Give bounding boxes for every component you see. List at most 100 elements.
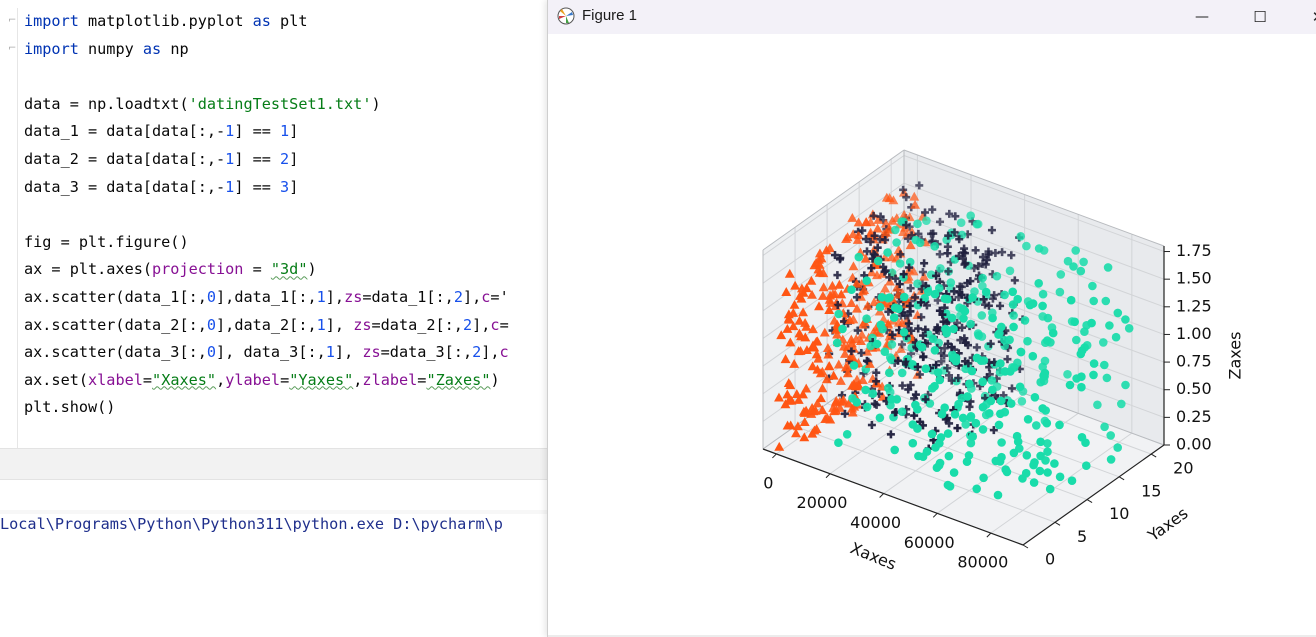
x-tick: [879, 493, 884, 498]
minimize-button[interactable]: —: [1173, 0, 1231, 34]
triangle-point: [816, 253, 827, 263]
circle-point: [875, 413, 885, 423]
code-token: ,: [216, 370, 226, 389]
circle-point: [943, 294, 952, 304]
axes-panes: [763, 150, 1164, 545]
circle-point: [883, 248, 892, 257]
triangle-point: [814, 259, 825, 269]
x-axis-label: Xaxes: [848, 538, 900, 574]
code-token: ],: [481, 343, 500, 362]
circle-point: [1013, 294, 1022, 304]
fold-icon[interactable]: ⌐: [8, 15, 17, 26]
triangle-point: [860, 253, 871, 263]
data-points: [774, 181, 1134, 500]
code-token: ax.scatter(data_3[:,: [24, 343, 207, 362]
window-titlebar[interactable]: Figure 1 — ☐ ✕: [548, 0, 1316, 34]
z-gridline: [903, 182, 1165, 280]
triangle-point: [776, 330, 787, 340]
circle-point: [1030, 458, 1039, 467]
code-token: =: [142, 370, 153, 389]
code-token: =: [243, 260, 271, 279]
triangle-point: [786, 395, 797, 405]
plus-point: [982, 255, 991, 264]
triangle-point: [782, 420, 793, 430]
code-token: ] ==: [234, 122, 281, 141]
code-token: plt.show(): [24, 398, 116, 417]
plus-point: [943, 364, 952, 373]
circle-point: [947, 313, 957, 323]
plus-point: [879, 262, 888, 271]
circle-point: [941, 324, 950, 334]
circle-point: [1016, 347, 1026, 357]
triangle-point: [853, 230, 864, 240]
plus-point: [915, 370, 924, 379]
triangle-point: [873, 214, 884, 224]
triangle-point: [852, 303, 862, 313]
code-line: data_1 = data[data[:,-1] == 1]: [24, 118, 548, 146]
triangle-point: [780, 354, 791, 364]
code-line: data_2 = data[data[:,-1] == 2]: [24, 146, 548, 174]
plus-point: [857, 348, 866, 357]
plus-point: [910, 411, 919, 420]
circle-point: [968, 293, 977, 302]
circle-point: [862, 276, 871, 285]
circle-point: [1067, 476, 1077, 486]
triangle-point: [834, 279, 845, 289]
circle-point: [931, 443, 940, 452]
code-token: ] ==: [234, 177, 281, 196]
triangle-point: [881, 227, 892, 237]
plus-point: [972, 343, 981, 352]
editor-gutter: ⌐ ⌐: [0, 8, 18, 448]
close-button[interactable]: ✕: [1289, 0, 1316, 34]
editor-horizontal-scroll[interactable]: [0, 448, 548, 480]
triangle-point: [811, 349, 822, 359]
plus-point: [867, 421, 876, 430]
circle-point: [1025, 300, 1035, 310]
triangle-point: [806, 275, 817, 285]
z-gridline: [903, 155, 1165, 252]
circle-point: [972, 219, 982, 229]
triangle-point: [842, 368, 853, 378]
y-tick: [1086, 499, 1093, 503]
x-tick-label: 0: [763, 473, 773, 492]
code-token: ax = plt.axes(: [24, 260, 153, 279]
plus-point: [944, 231, 953, 240]
triangle-point: [857, 375, 868, 385]
plus-point: [963, 279, 972, 288]
run-console-output: Local\Programs\Python\Python311\python.e…: [0, 515, 503, 533]
circle-point: [1066, 295, 1076, 305]
z-gridline: [762, 182, 905, 284]
fold-icon[interactable]: ⌐: [8, 43, 17, 54]
z-tick-label: 1.25: [1176, 296, 1212, 315]
code-editor[interactable]: import matplotlib.pyplot as plt import nu…: [24, 8, 548, 422]
circle-point: [900, 292, 909, 302]
maximize-button[interactable]: ☐: [1231, 0, 1289, 34]
plus-point: [945, 371, 954, 380]
code-token: zs: [353, 315, 372, 334]
code-token: ], data_3[:,: [216, 343, 326, 362]
circle-point: [1048, 328, 1058, 338]
code-token: ],: [325, 287, 345, 306]
triangle-point: [919, 271, 929, 281]
circle-point: [852, 398, 862, 407]
triangle-point: [812, 398, 823, 408]
code-token: 'datingTestSet1.txt': [188, 94, 372, 113]
circle-point: [1080, 327, 1089, 337]
triangle-point: [830, 397, 841, 407]
circle-point: [944, 451, 954, 461]
triangle-point: [798, 287, 809, 297]
plus-point: [984, 301, 993, 310]
circle-point: [994, 330, 1003, 339]
triangle-point: [783, 309, 794, 319]
code-token: ): [371, 94, 381, 113]
code-token: =: [499, 315, 509, 334]
circle-point: [1121, 315, 1130, 324]
y-gridline: [826, 403, 1088, 501]
circle-point: [1038, 404, 1047, 413]
x-tick-label: 60000: [904, 533, 955, 552]
plus-point: [861, 235, 870, 244]
circle-point: [967, 366, 977, 376]
triangle-point: [824, 305, 835, 314]
code-token: ,: [353, 370, 363, 389]
